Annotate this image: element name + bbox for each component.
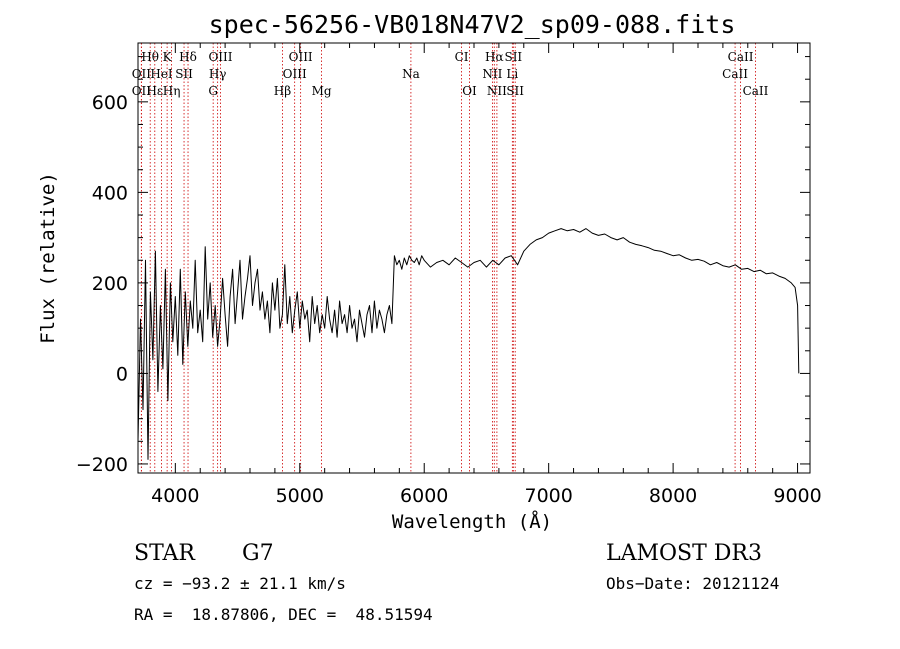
spectral-line-label: SII xyxy=(506,84,524,98)
x-axis-ticks: 4000 5000 6000 7000 8000 9000 xyxy=(151,43,822,507)
spectral-line-markers xyxy=(140,43,756,473)
spectrum-line xyxy=(137,228,800,460)
spectral-line-label: Hθ xyxy=(141,50,159,64)
spectral-line-label: Li xyxy=(506,67,518,81)
spectral-line-label: Na xyxy=(402,67,420,81)
y-tick-label: 0 xyxy=(116,363,128,385)
spectral-line-label: Hα xyxy=(485,50,504,64)
x-tick-label: 4000 xyxy=(151,485,199,507)
x-tick-label: 6000 xyxy=(400,485,448,507)
y-axis-ticks: −200 0 200 400 600 xyxy=(76,56,810,476)
spectral-line-label: Hε xyxy=(146,84,163,98)
x-tick-label: 9000 xyxy=(773,485,821,507)
spectral-line-label: CI xyxy=(455,50,469,64)
spectral-line-label: K xyxy=(163,50,173,64)
y-tick-label: 200 xyxy=(92,273,128,295)
y-tick-label: 600 xyxy=(92,92,128,114)
observation-date: Obs−Date: 20121124 xyxy=(606,574,779,593)
spectral-line-label: Hδ xyxy=(179,50,197,64)
x-axis-label: Wavelength (Å) xyxy=(392,510,552,533)
spectral-line-label: OI xyxy=(462,84,477,98)
spectral-line-label: NII xyxy=(487,84,507,98)
spectral-line-label: CaII xyxy=(728,50,754,64)
redshift-cz: cz = −93.2 ± 21.1 km/s xyxy=(134,574,346,593)
spectral-line-label: CaII xyxy=(743,84,769,98)
ra-dec-coordinates: RA = 18.87806, DEC = 48.51594 xyxy=(134,605,433,624)
spectral-line-label: Hβ xyxy=(274,84,291,98)
object-class: STAR xyxy=(134,541,196,566)
y-tick-label: −200 xyxy=(76,454,128,476)
spectral-line-label: NII xyxy=(482,67,502,81)
spectral-line-label: Mg xyxy=(312,84,332,98)
chart-title: spec-56256-VB018N47V2_sp09-088.fits xyxy=(209,10,736,39)
x-tick-label: 8000 xyxy=(649,485,697,507)
spectrum-series xyxy=(137,228,800,460)
y-axis-label: Flux (relative) xyxy=(37,172,59,344)
spectral-line-label: HeI xyxy=(150,67,173,81)
spectral-line-label: OII xyxy=(132,84,152,98)
spectral-line-label: SII xyxy=(504,50,522,64)
object-subclass: G7 xyxy=(242,541,274,566)
spectral-line-label: OIII xyxy=(208,50,232,64)
spectral-line-label: OIII xyxy=(289,50,313,64)
spectral-line-label: SII xyxy=(175,67,193,81)
plot-frame xyxy=(137,42,811,474)
spectral-line-label: CaII xyxy=(722,67,748,81)
survey-name: LAMOST DR3 xyxy=(606,541,762,566)
x-tick-label: 5000 xyxy=(276,485,324,507)
spectral-line-label: OIII xyxy=(283,67,307,81)
spectral-line-label: Hγ xyxy=(209,67,227,81)
spectral-line-label: Hη xyxy=(163,84,181,98)
spectral-line-label: G xyxy=(208,84,218,98)
x-tick-label: 7000 xyxy=(524,485,572,507)
spectral-line-label: OII xyxy=(132,67,152,81)
y-tick-label: 400 xyxy=(92,182,128,204)
